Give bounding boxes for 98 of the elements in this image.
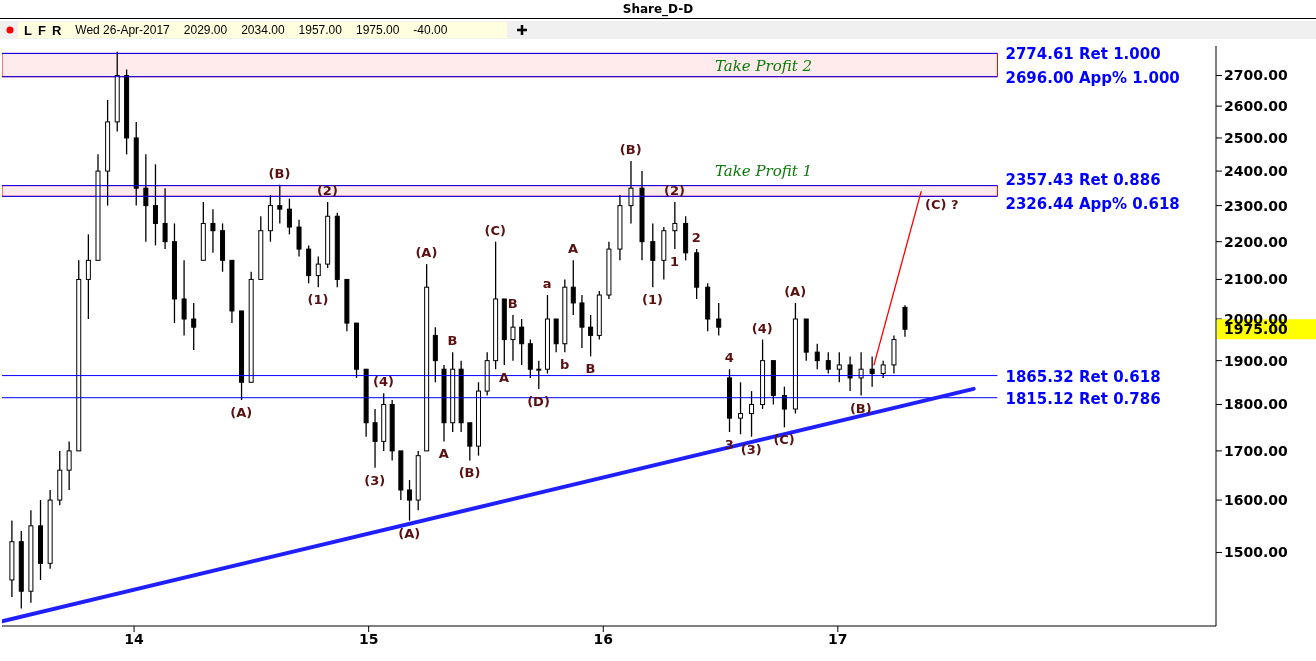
candlestick	[152, 163, 158, 247]
candlestick	[672, 201, 678, 250]
chart-title: Share_D-D	[0, 0, 1316, 19]
y-tick-label: 2200.00	[1224, 233, 1289, 250]
y-tick-label: 1800.00	[1224, 396, 1289, 413]
annotation: 1	[670, 254, 680, 270]
annotation: B	[507, 295, 518, 311]
text: 1975.00	[355, 23, 400, 37]
annotation: b	[559, 357, 570, 373]
candlestick	[536, 359, 542, 390]
annotation: (A)	[415, 245, 438, 261]
candlestick	[181, 259, 187, 337]
annotation: (A)	[398, 525, 421, 541]
candlestick	[66, 440, 72, 491]
y-tick-label: 1700.00	[1224, 442, 1289, 459]
x-tick-label: 15	[358, 630, 379, 647]
candlestick	[162, 187, 168, 250]
annotation: 4	[724, 350, 734, 366]
annotation: (3)	[740, 441, 762, 457]
text: 2029.00	[183, 23, 228, 37]
ref-line-label: 1815.12 Ret 0.786	[1005, 389, 1161, 408]
text: F	[37, 22, 46, 38]
annotation: A	[438, 446, 449, 462]
candlestick	[191, 302, 197, 351]
candlestick	[738, 381, 744, 435]
band-label: Take Profit 2	[714, 57, 813, 76]
candlestick	[407, 479, 413, 522]
y-tick-label: 2300.00	[1224, 197, 1289, 214]
y-tick-label: 2500.00	[1224, 129, 1289, 146]
y-tick-label: 1500.00	[1224, 544, 1289, 561]
candlestick	[286, 197, 292, 235]
candlestick	[519, 318, 525, 366]
candlestick	[716, 302, 722, 337]
y-tick-label: 2400.00	[1224, 163, 1289, 180]
text: Wed 26-Apr-2017	[75, 23, 170, 37]
candlestick	[650, 222, 656, 288]
annotation: (1)	[307, 292, 329, 308]
x-tick-label: 17	[828, 630, 848, 647]
text: 1957.00	[298, 23, 342, 37]
candlestick	[869, 355, 875, 388]
annotation: (B)	[458, 465, 481, 481]
candlestick	[467, 422, 473, 462]
annotation: (D)	[527, 393, 550, 409]
annotation: (A)	[230, 405, 253, 421]
ref-line-label: 2326.44 App% 0.618	[1005, 195, 1180, 214]
candlestick	[588, 314, 594, 358]
text: -40.00	[413, 23, 448, 37]
ref-line-label: 2774.61 Ret 1.000	[1005, 45, 1161, 64]
candlestick	[836, 351, 842, 383]
y-tick-label: 2100.00	[1224, 271, 1289, 288]
annotation: B	[585, 361, 596, 377]
annotation: 2	[691, 230, 701, 246]
candlestick	[85, 233, 91, 320]
annotation: (1)	[642, 292, 663, 308]
candlestick	[510, 314, 516, 362]
annotation: a	[542, 276, 552, 292]
annotation: (B)	[268, 165, 291, 181]
ref-line-label: 2696.00 App% 1.000	[1005, 68, 1180, 87]
candlestick	[628, 160, 634, 225]
annotation: (C)	[484, 222, 507, 238]
annotation: (2)	[664, 183, 686, 199]
annotation: (2)	[316, 183, 338, 199]
annotation: (A)	[784, 283, 807, 299]
candlestick	[825, 351, 831, 375]
y-tick-label: 1600.00	[1224, 492, 1289, 509]
annotation: A	[567, 241, 579, 257]
y-tick-label: 1900.00	[1224, 352, 1289, 369]
annotation: (3)	[364, 472, 386, 488]
annotation: (4)	[372, 374, 394, 390]
candlestick	[902, 304, 908, 338]
annotation: (4)	[751, 320, 773, 336]
y-tick-label: 2700.00	[1224, 67, 1289, 84]
candlestick	[143, 153, 149, 243]
text: R	[51, 22, 62, 38]
candlestick	[372, 408, 378, 469]
x-tick-label: 16	[593, 630, 613, 647]
candlestick	[277, 184, 283, 225]
ref-line-label: 2357.43 Ret 0.886	[1005, 170, 1161, 189]
ref-line-label: 1865.32 Ret 0.618	[1005, 367, 1161, 386]
candlestick	[847, 355, 853, 392]
annotation: (B)	[849, 400, 872, 416]
candlestick	[749, 390, 755, 438]
candlestick	[296, 219, 302, 258]
candlestick	[210, 208, 216, 254]
candlestick	[781, 386, 787, 429]
candlestick	[814, 343, 820, 370]
text: 2034.00	[241, 23, 285, 37]
annotation: (C)	[773, 432, 795, 448]
annotation: B	[447, 333, 458, 349]
annotation: (C) ?	[925, 196, 959, 212]
text: L	[24, 22, 32, 38]
candlestick	[570, 259, 576, 316]
candlestick	[858, 351, 864, 397]
x-tick-label: 14	[124, 630, 145, 647]
y-tick-label: 2600.00	[1224, 98, 1289, 115]
candlestick	[315, 255, 321, 288]
annotation: (B)	[619, 142, 642, 157]
band-label: Take Profit 1	[714, 161, 813, 180]
